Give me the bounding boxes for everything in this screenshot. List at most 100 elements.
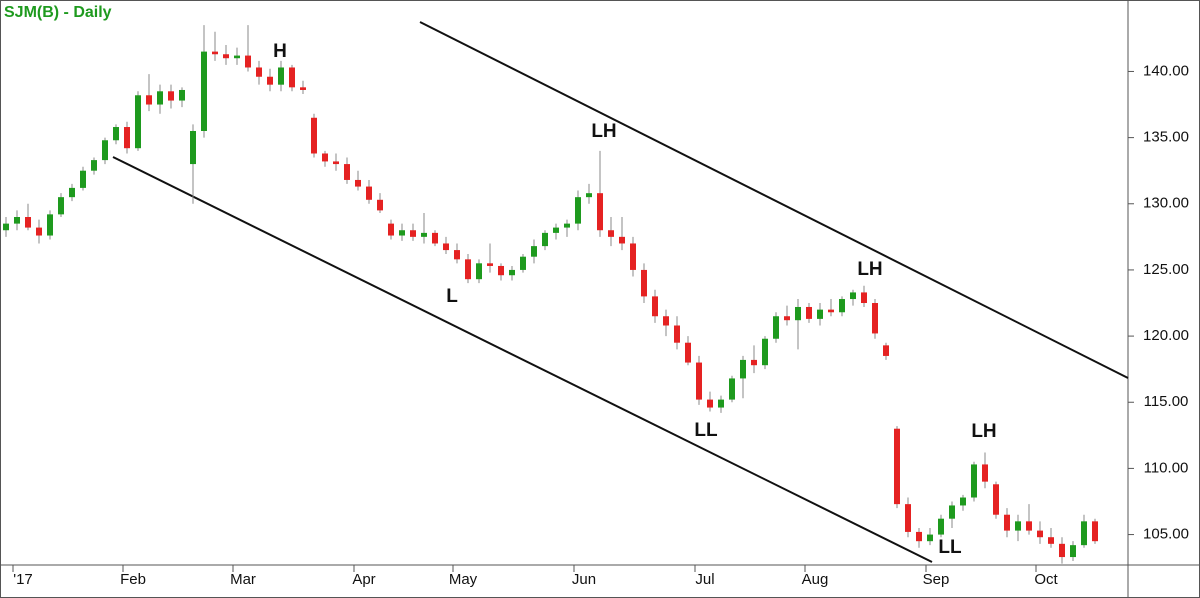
candle-body — [553, 227, 559, 233]
candle-body — [542, 232, 548, 247]
candle-body — [982, 464, 988, 482]
candle-body — [1081, 521, 1087, 546]
candle-body — [36, 227, 42, 236]
annotation: L — [446, 286, 458, 307]
candle-body — [113, 127, 119, 141]
candle-body — [311, 117, 317, 154]
candle-body — [366, 186, 372, 200]
annotation: LL — [694, 420, 718, 441]
candle-body — [146, 95, 152, 105]
x-tick-label: Feb — [120, 571, 146, 588]
candle-body — [608, 230, 614, 237]
x-tick-label: Sep — [923, 571, 950, 588]
candle-body — [531, 246, 537, 257]
candle-body — [652, 296, 658, 317]
candle-body — [168, 91, 174, 101]
candle-body — [1048, 537, 1054, 544]
candle-body — [564, 223, 570, 228]
candle-body — [729, 378, 735, 400]
candle-body — [520, 256, 526, 270]
candle-body — [883, 345, 889, 356]
candle-body — [3, 223, 9, 231]
candle-body — [872, 303, 878, 334]
candle-body — [256, 67, 262, 77]
x-tick-label: '17 — [13, 571, 33, 588]
y-tick-label: 105.00 — [1143, 526, 1189, 543]
annotation: LH — [591, 121, 616, 142]
candle-body — [619, 236, 625, 244]
x-tick-label: Mar — [230, 571, 256, 588]
candle-body — [432, 232, 438, 244]
candle-body — [795, 306, 801, 321]
candle-body — [817, 309, 823, 319]
candle-body — [938, 518, 944, 535]
channel-lower — [112, 156, 933, 563]
x-tick-label: Apr — [352, 571, 375, 588]
candle-body — [498, 265, 504, 276]
candle-body — [157, 91, 163, 105]
annotation: LH — [857, 259, 882, 280]
candle-body — [916, 531, 922, 542]
candle-body — [850, 292, 856, 300]
candle-body — [828, 309, 834, 313]
y-tick-label: 115.00 — [1144, 393, 1189, 410]
y-tick-label: 130.00 — [1143, 195, 1189, 212]
y-tick-label: 120.00 — [1143, 327, 1189, 344]
candle-body — [25, 217, 31, 228]
candle-body — [762, 338, 768, 366]
y-tick-label: 110.00 — [1144, 459, 1189, 476]
candle-body — [179, 89, 185, 101]
candle-body — [421, 232, 427, 237]
candle-body — [960, 497, 966, 506]
candle-body — [201, 51, 207, 131]
candle-body — [1092, 521, 1098, 542]
candle-body — [674, 325, 680, 343]
candle-body — [91, 160, 97, 171]
y-tick-label: 135.00 — [1143, 129, 1189, 146]
candle-body — [927, 534, 933, 542]
candle-body — [597, 193, 603, 231]
candle-body — [465, 259, 471, 280]
x-tick-label: Oct — [1034, 571, 1058, 588]
chart-title: SJM(B) - Daily — [4, 4, 112, 21]
candle-body — [663, 316, 669, 326]
candle-body — [377, 199, 383, 211]
candle-body — [630, 243, 636, 270]
candle-body — [388, 223, 394, 236]
candle-body — [443, 243, 449, 251]
candle-body — [289, 67, 295, 88]
candle-body — [47, 214, 53, 236]
y-tick-label: 140.00 — [1143, 62, 1189, 79]
candle-body — [333, 161, 339, 165]
candle-body — [14, 217, 20, 224]
candle-body — [300, 87, 306, 90]
candle-body — [124, 127, 130, 149]
candle-body — [223, 54, 229, 59]
channel-upper — [419, 21, 1129, 379]
candle-body — [806, 306, 812, 319]
candle-body — [1070, 545, 1076, 558]
candle-body — [685, 342, 691, 363]
x-tick-label: May — [449, 571, 478, 588]
candle-body — [1004, 514, 1010, 531]
candle-body — [894, 428, 900, 505]
candle-body — [949, 505, 955, 519]
candle-body — [1015, 521, 1021, 531]
candle-body — [1059, 543, 1065, 558]
candle-body — [80, 170, 86, 188]
candle-body — [135, 95, 141, 149]
candle-body — [1026, 521, 1032, 531]
candle-body — [344, 164, 350, 180]
candle-body — [509, 269, 515, 276]
annotation: LL — [938, 537, 962, 558]
candle-body — [575, 197, 581, 224]
candle-body — [707, 399, 713, 408]
candle-body — [322, 153, 328, 162]
candle-body — [696, 362, 702, 400]
candle-body — [718, 399, 724, 408]
candle-body — [861, 292, 867, 304]
annotation: H — [273, 41, 287, 62]
candle-body — [245, 55, 251, 68]
